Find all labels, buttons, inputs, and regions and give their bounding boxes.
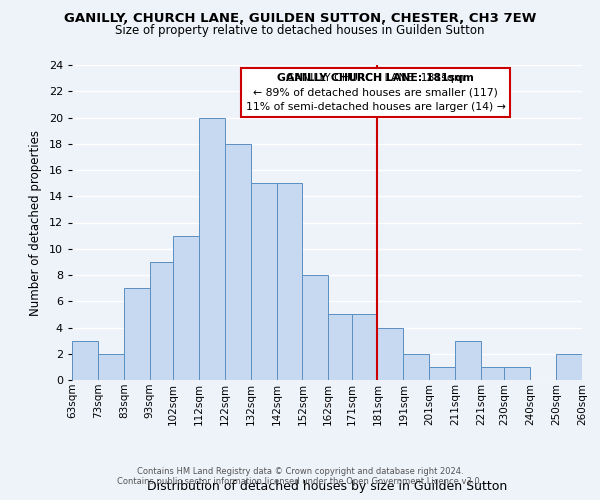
Bar bbox=[455, 340, 481, 380]
Bar bbox=[72, 340, 98, 380]
Bar bbox=[98, 354, 124, 380]
Bar bbox=[352, 314, 377, 380]
Bar bbox=[481, 367, 505, 380]
Text: GANILLY CHURCH LANE: 181sqm: GANILLY CHURCH LANE: 181sqm bbox=[277, 73, 474, 83]
Text: Contains HM Land Registry data © Crown copyright and database right 2024.: Contains HM Land Registry data © Crown c… bbox=[137, 467, 463, 476]
Bar bbox=[277, 183, 302, 380]
Bar bbox=[328, 314, 352, 380]
Bar bbox=[225, 144, 251, 380]
Text: GANILLY, CHURCH LANE, GUILDEN SUTTON, CHESTER, CH3 7EW: GANILLY, CHURCH LANE, GUILDEN SUTTON, CH… bbox=[64, 12, 536, 26]
X-axis label: Distribution of detached houses by size in Guilden Sutton: Distribution of detached houses by size … bbox=[147, 480, 507, 494]
Bar bbox=[429, 367, 455, 380]
Bar bbox=[199, 118, 225, 380]
Text: Size of property relative to detached houses in Guilden Sutton: Size of property relative to detached ho… bbox=[115, 24, 485, 37]
Bar bbox=[173, 236, 199, 380]
Bar bbox=[505, 367, 530, 380]
Bar bbox=[403, 354, 429, 380]
Bar bbox=[251, 183, 277, 380]
Bar bbox=[149, 262, 173, 380]
Bar bbox=[302, 275, 328, 380]
Y-axis label: Number of detached properties: Number of detached properties bbox=[29, 130, 42, 316]
Text: GANILLY CHURCH LANE: 181sqm
← 89% of detached houses are smaller (117)
11% of se: GANILLY CHURCH LANE: 181sqm ← 89% of det… bbox=[245, 73, 505, 112]
Bar bbox=[377, 328, 403, 380]
Bar bbox=[556, 354, 582, 380]
Text: Contains public sector information licensed under the Open Government Licence v3: Contains public sector information licen… bbox=[118, 477, 482, 486]
Bar bbox=[124, 288, 149, 380]
